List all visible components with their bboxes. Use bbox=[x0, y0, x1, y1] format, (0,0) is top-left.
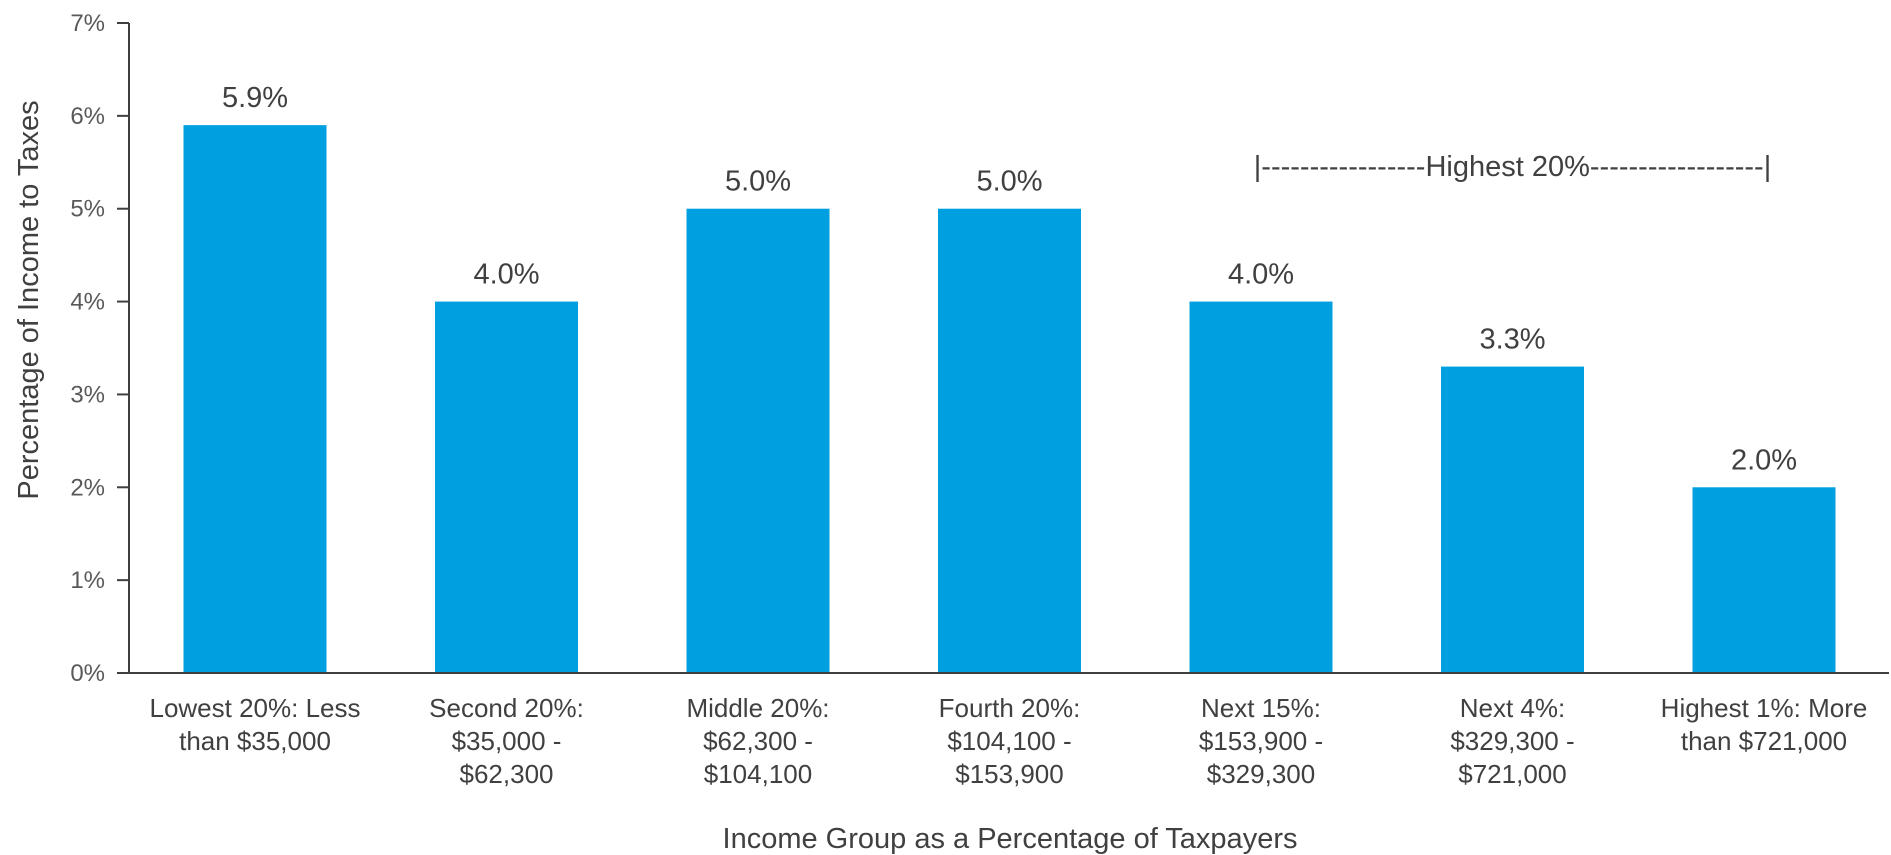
data-label-0: 5.9% bbox=[222, 82, 288, 114]
data-label-1: 4.0% bbox=[473, 259, 539, 291]
x-tick-label-1: Second 20%: $35,000 -$62,300 bbox=[429, 693, 584, 789]
y-axis-title: Percentage of Income to Taxes bbox=[13, 100, 45, 499]
data-label-6: 2.0% bbox=[1731, 444, 1797, 476]
x-tick-label-2: Middle 20%: $62,300 -$104,100 bbox=[686, 693, 829, 789]
x-tick-label-4: Next 15%: $153,900 -$329,300 bbox=[1199, 693, 1323, 789]
x-axis-title: Income Group as a Percentage of Taxpayer… bbox=[723, 823, 1298, 855]
bar-0 bbox=[183, 125, 327, 673]
x-tick-label-6: Highest 1%: More than $721,000 bbox=[1661, 693, 1868, 756]
labels-group: 5.9% 4.0% 5.0% 5.0% 4.0% 3.3% 2.0% 0% 1% 2% 3% 4% 5%… bbox=[70, 10, 1867, 789]
bar-4 bbox=[1189, 301, 1333, 673]
y-tick-label-6: 6% bbox=[70, 103, 105, 130]
highest-20-bracket-annotation: |-----------------Highest 20%-----------… bbox=[1254, 151, 1772, 183]
bars-group bbox=[183, 125, 1836, 673]
y-tick-label-1: 1% bbox=[70, 567, 105, 594]
bar-2 bbox=[686, 208, 830, 673]
bar-5 bbox=[1441, 366, 1584, 673]
y-tick-label-3: 3% bbox=[70, 381, 105, 408]
y-tick-label-4: 4% bbox=[70, 289, 105, 316]
y-tick-label-7: 7% bbox=[70, 10, 105, 37]
y-tick-label-2: 2% bbox=[70, 474, 105, 501]
data-label-4: 4.0% bbox=[1228, 259, 1294, 291]
x-tick-label-5: Next 4%: $329,300 -$721,000 bbox=[1450, 693, 1574, 789]
bar-6 bbox=[1692, 487, 1836, 673]
bar-3 bbox=[938, 208, 1081, 673]
y-tick-label-5: 5% bbox=[70, 196, 105, 223]
y-tick-label-0: 0% bbox=[70, 660, 105, 687]
data-label-3: 5.0% bbox=[976, 166, 1042, 198]
x-tick-label-0: Lowest 20%: Less than $35,000 bbox=[149, 693, 360, 756]
axes-group bbox=[117, 22, 1889, 674]
data-label-5: 3.3% bbox=[1479, 324, 1545, 356]
x-tick-label-3: Fourth 20%: $104,100 -$153,900 bbox=[939, 693, 1081, 789]
data-label-2: 5.0% bbox=[725, 166, 791, 198]
bar-1 bbox=[435, 301, 578, 673]
